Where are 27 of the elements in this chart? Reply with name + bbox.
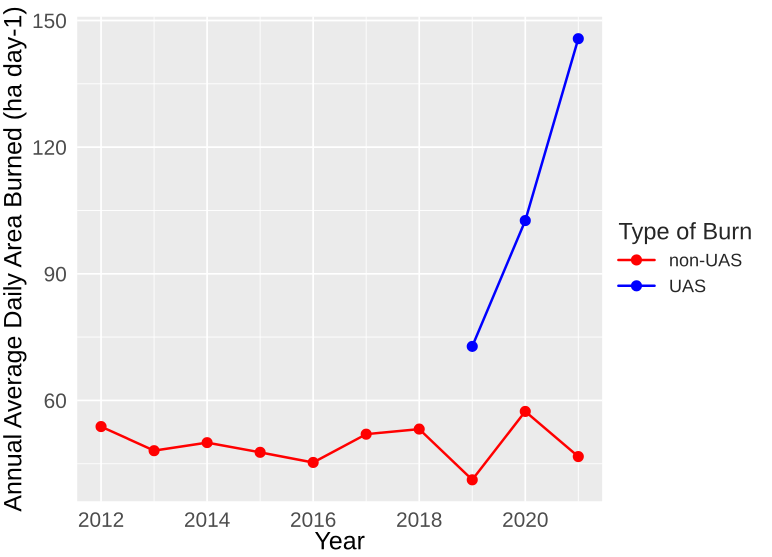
x-tick-label: 2016 (291, 512, 336, 528)
x-tick-label: 2020 (503, 512, 548, 528)
x-axis-title: Year (314, 532, 365, 550)
legend-label: UAS (670, 280, 706, 292)
y-tick-label: 120 (34, 140, 66, 155)
point (572, 451, 584, 462)
point (520, 215, 531, 226)
x-tick-label: 2018 (397, 512, 442, 528)
point (572, 33, 584, 44)
point (360, 428, 372, 440)
y-tick-label: 150 (34, 14, 66, 28)
legend-label: non-UAS (670, 254, 742, 266)
y-tick-label: 90 (44, 266, 66, 282)
x-tick-label: 2014 (184, 512, 230, 528)
point (466, 340, 478, 352)
point (96, 421, 107, 432)
legend-title: Type of Burn (618, 222, 751, 244)
x-tick-label: 2012 (78, 512, 124, 528)
point (148, 445, 160, 456)
point (202, 437, 213, 448)
point (466, 474, 478, 486)
y-axis-title: Annual Average Daily Area Burned (ha day-1) (3, 8, 26, 512)
point (308, 456, 319, 468)
y-tick-label: 60 (44, 393, 66, 408)
point (414, 424, 425, 435)
point (520, 406, 531, 417)
point (254, 446, 266, 458)
